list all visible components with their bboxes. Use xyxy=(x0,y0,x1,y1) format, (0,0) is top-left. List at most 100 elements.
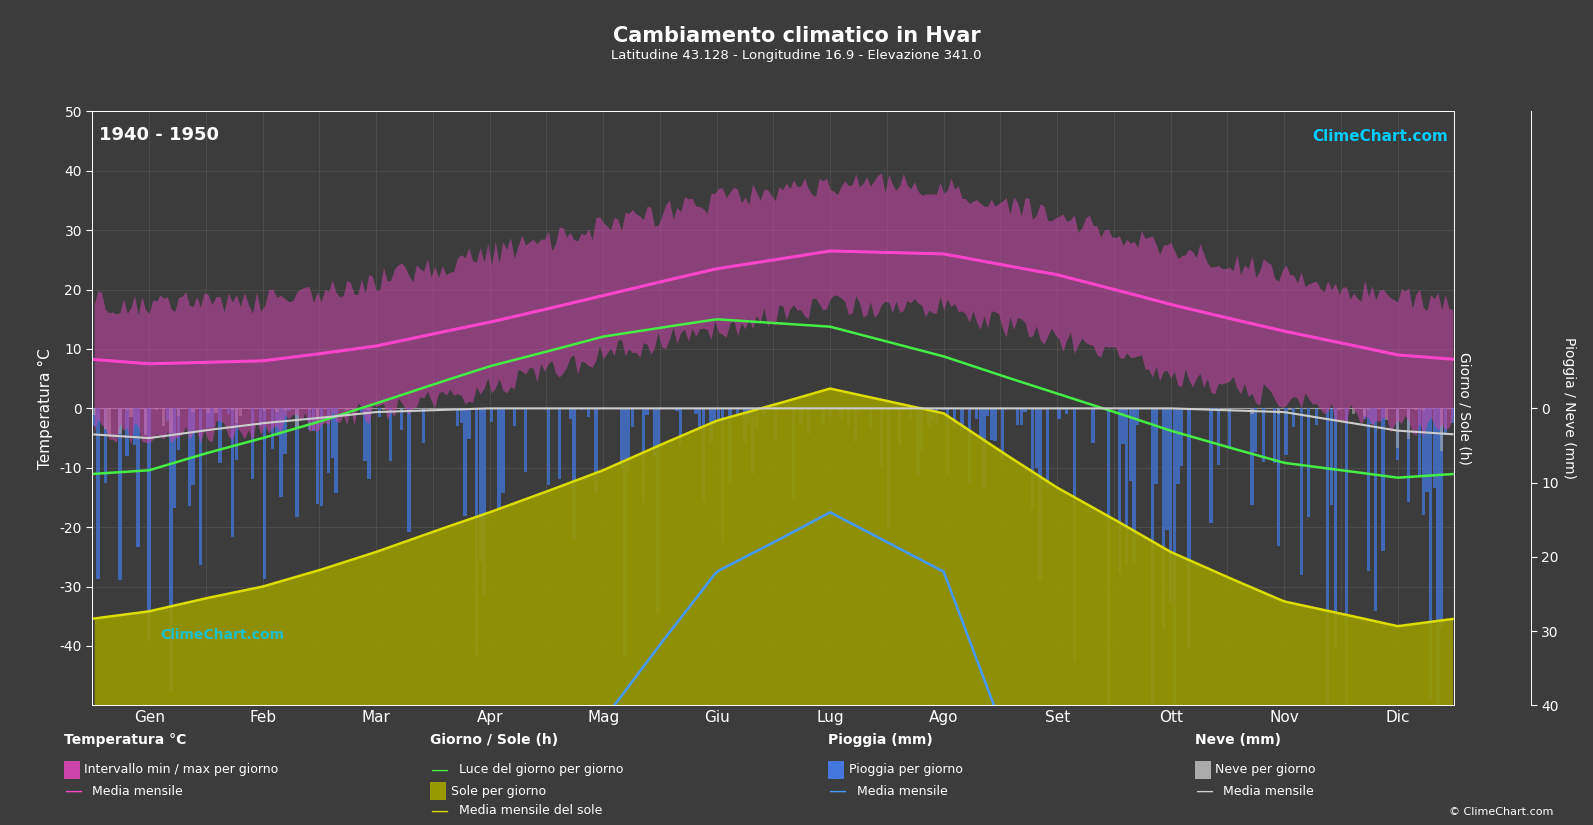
Bar xyxy=(205,408,210,412)
Bar xyxy=(847,408,851,426)
Bar xyxy=(422,408,425,443)
Bar xyxy=(879,408,883,465)
Bar xyxy=(1212,408,1217,409)
Bar xyxy=(263,408,266,579)
Bar xyxy=(1333,408,1337,647)
Bar xyxy=(1429,408,1432,700)
Bar xyxy=(177,408,180,450)
Bar xyxy=(1278,408,1281,545)
Bar xyxy=(978,408,981,438)
Text: —: — xyxy=(1195,782,1212,800)
Text: Temperatura °C: Temperatura °C xyxy=(64,733,186,747)
Bar xyxy=(720,408,723,544)
Bar xyxy=(1254,408,1257,451)
Bar xyxy=(363,408,366,409)
Bar xyxy=(546,408,550,485)
Bar xyxy=(382,408,386,409)
Bar xyxy=(1443,408,1446,436)
Bar xyxy=(239,408,242,416)
Bar xyxy=(263,408,266,411)
Bar xyxy=(800,408,803,422)
Bar xyxy=(1278,408,1281,414)
Bar xyxy=(1020,408,1023,425)
Text: ClimeChart.com: ClimeChart.com xyxy=(1313,130,1448,144)
Text: © ClimeChart.com: © ClimeChart.com xyxy=(1448,807,1553,817)
Bar xyxy=(927,408,930,427)
Bar xyxy=(271,408,274,449)
Bar xyxy=(1338,408,1341,410)
Bar xyxy=(774,408,777,440)
Bar xyxy=(1228,408,1231,409)
Bar xyxy=(366,408,371,410)
Bar xyxy=(1284,408,1287,455)
Bar xyxy=(320,408,323,507)
Bar xyxy=(1418,408,1421,409)
Bar xyxy=(1136,408,1139,425)
Bar xyxy=(1300,408,1303,575)
Bar xyxy=(389,408,392,461)
Bar xyxy=(464,408,467,516)
Bar xyxy=(335,408,338,493)
Bar xyxy=(1150,408,1153,825)
Bar xyxy=(1091,408,1094,443)
Bar xyxy=(210,408,213,427)
Bar xyxy=(1251,408,1254,505)
Bar xyxy=(143,408,147,435)
Bar xyxy=(623,408,626,656)
Bar xyxy=(352,408,355,410)
Bar xyxy=(346,408,349,410)
Text: Neve per giorno: Neve per giorno xyxy=(1215,763,1316,776)
Text: Latitudine 43.128 - Longitudine 16.9 - Elevazione 341.0: Latitudine 43.128 - Longitudine 16.9 - E… xyxy=(612,50,981,63)
Bar xyxy=(857,408,862,413)
Text: Pioggia (mm): Pioggia (mm) xyxy=(828,733,933,747)
Bar xyxy=(1314,408,1317,425)
Bar xyxy=(287,408,290,411)
Bar xyxy=(967,408,972,483)
Bar xyxy=(166,408,169,421)
Bar xyxy=(174,408,177,508)
Bar xyxy=(572,408,575,541)
Bar xyxy=(1289,408,1292,410)
Bar xyxy=(946,408,949,474)
Bar xyxy=(645,408,648,416)
Bar xyxy=(1180,408,1184,466)
Bar xyxy=(1395,408,1399,447)
Bar xyxy=(366,408,371,478)
Bar xyxy=(736,408,739,416)
Bar xyxy=(1384,408,1389,420)
Bar xyxy=(143,408,147,436)
Y-axis label: Pioggia / Neve (mm): Pioggia / Neve (mm) xyxy=(1561,337,1575,479)
Bar xyxy=(491,408,494,422)
Bar xyxy=(1058,408,1061,419)
Bar xyxy=(226,408,229,414)
Bar xyxy=(755,408,758,429)
Bar xyxy=(307,408,311,430)
Bar xyxy=(714,408,717,425)
Bar xyxy=(642,408,645,502)
Bar xyxy=(653,408,656,457)
Bar xyxy=(580,408,583,410)
Bar xyxy=(1217,408,1220,465)
Bar xyxy=(148,408,151,640)
Text: Media mensile: Media mensile xyxy=(1223,785,1314,798)
Bar xyxy=(250,408,255,479)
Bar xyxy=(126,408,129,410)
Bar xyxy=(1133,408,1136,562)
Bar xyxy=(1172,408,1176,715)
Bar xyxy=(1125,408,1128,565)
Bar xyxy=(941,408,945,410)
Bar xyxy=(205,408,210,428)
Bar xyxy=(408,408,411,532)
Bar xyxy=(400,408,403,430)
Bar xyxy=(169,408,172,692)
Bar xyxy=(1407,408,1410,439)
Bar xyxy=(1251,408,1254,414)
Bar xyxy=(400,408,403,411)
Bar xyxy=(107,408,110,435)
Bar xyxy=(1440,408,1443,629)
Bar xyxy=(315,408,319,504)
Bar xyxy=(1262,408,1265,462)
Bar xyxy=(1107,408,1110,806)
Bar xyxy=(104,408,107,483)
Bar xyxy=(1292,408,1295,427)
